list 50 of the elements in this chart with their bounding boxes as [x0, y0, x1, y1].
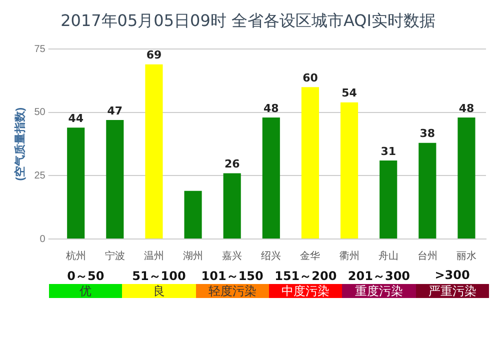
data-label: 54: [342, 86, 358, 100]
x-tick-label: 金华: [300, 250, 320, 262]
text: 0～50: [66, 268, 106, 284]
x-tick-label: 舟山: [378, 250, 398, 262]
text: >300: [434, 268, 471, 284]
x-tick-label: 杭州: [64, 250, 86, 262]
x-tick-label: 温州: [144, 250, 164, 262]
bar: [145, 64, 163, 238]
data-label: 44: [68, 112, 84, 126]
text: 201～300: [346, 268, 412, 284]
bar: [262, 118, 280, 238]
bar: [380, 160, 398, 238]
data-label: 31: [380, 144, 396, 158]
x-tick-label: 丽水: [456, 250, 476, 262]
x-tick-label: 绍兴: [261, 250, 282, 262]
bar: [418, 142, 436, 238]
x-tick-label: 衢州: [339, 250, 360, 262]
text: 重度污染: [342, 284, 416, 298]
text: 轻度污染: [196, 284, 269, 298]
text: 严重污染: [416, 284, 489, 298]
y-tick-label: 50: [34, 107, 46, 118]
data-label: 48: [458, 102, 474, 115]
x-tick-label: 嘉兴: [222, 250, 242, 262]
y-tick-label: 25: [34, 170, 46, 182]
bar: [458, 118, 476, 238]
bar: [340, 102, 358, 238]
data-label: 26: [224, 158, 240, 171]
data-label: 69: [146, 48, 162, 62]
data-label: 38: [420, 127, 436, 140]
data-label: 47: [107, 104, 123, 118]
y-axis-title: (空气质量指数): [14, 107, 27, 181]
x-tick-label: 台州: [417, 250, 438, 262]
data-label: 60: [302, 72, 318, 85]
x-tick-label: 湖州: [183, 250, 204, 262]
text: 51～100: [131, 268, 187, 284]
text: 中度污染: [268, 284, 342, 298]
text: 151～200: [274, 268, 338, 284]
bar: [223, 173, 241, 238]
text: 优: [49, 284, 122, 298]
data-label: 48: [264, 102, 279, 115]
text: 101～150: [200, 268, 264, 284]
text: 良: [122, 284, 196, 298]
bar: [301, 87, 320, 238]
chart-title: 2017年05月05日09时 全省各设区城市AQI实时数据: [60, 10, 436, 30]
x-tick-label: 宁波: [104, 250, 125, 262]
bar: [67, 128, 85, 238]
bar: [184, 190, 202, 238]
y-tick-label: 75: [34, 44, 46, 55]
y-tick-label: 0: [40, 234, 46, 245]
bar: [106, 120, 124, 238]
